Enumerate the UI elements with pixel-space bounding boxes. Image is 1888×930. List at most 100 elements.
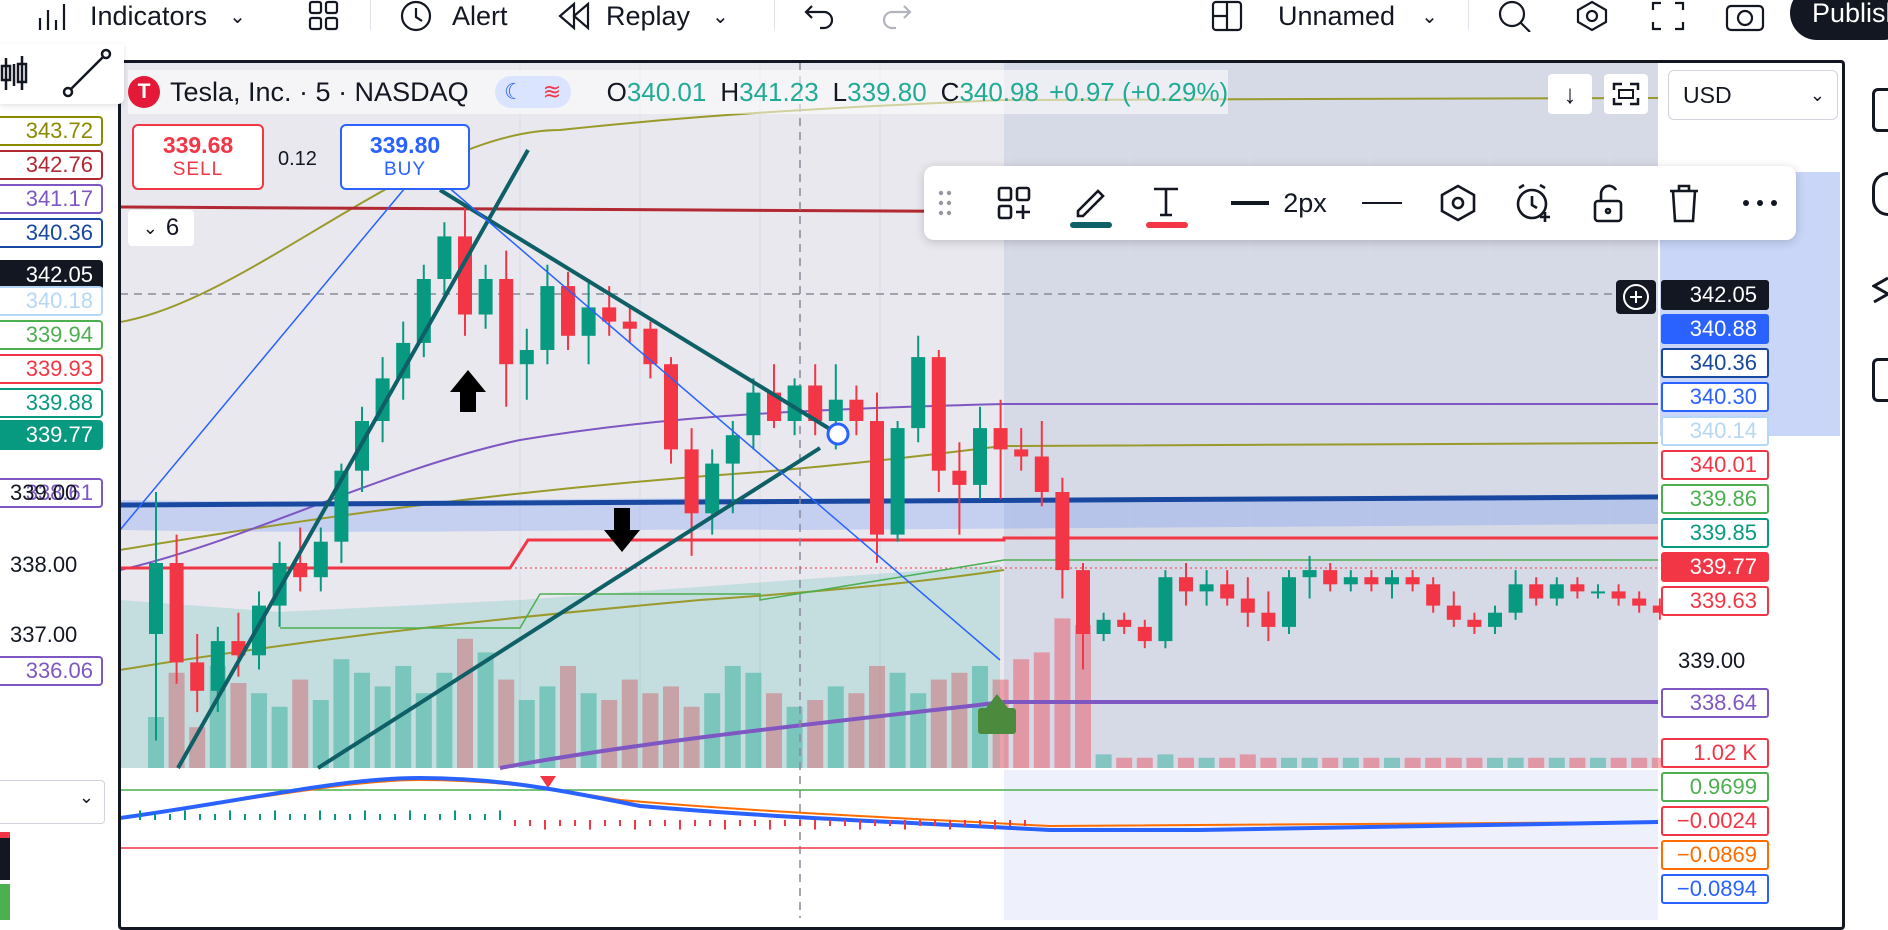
- volume-bar: [1301, 757, 1318, 768]
- ohlc-high-label: H: [720, 76, 740, 107]
- layers-glyph-icon: [1870, 276, 1888, 304]
- ohlc-low: L339.80: [833, 77, 927, 108]
- templates-button[interactable]: [306, 0, 342, 32]
- candle-body: [931, 357, 946, 471]
- line-style-button[interactable]: [1352, 166, 1412, 240]
- left-price-label: 339.00: [10, 480, 78, 505]
- delete-button[interactable]: [1656, 166, 1712, 240]
- candle-body: [1385, 577, 1399, 585]
- sell-label: SELL: [172, 159, 224, 180]
- volume-bar: [1075, 625, 1091, 768]
- template-add-icon[interactable]: [986, 166, 1042, 240]
- pencil-icon: [1076, 189, 1105, 218]
- symbol-title[interactable]: Tesla, Inc. · 5 · NASDAQ: [170, 76, 469, 107]
- candle-body: [911, 357, 926, 429]
- left-price-tag: 340.18: [0, 286, 103, 316]
- drag-handle-icon[interactable]: [930, 166, 960, 240]
- candle-body: [1508, 584, 1523, 613]
- buy-button[interactable]: 339.80 BUY: [340, 124, 470, 190]
- chevron-down-icon[interactable]: ⌄: [712, 5, 729, 28]
- volume-bar: [1569, 757, 1586, 768]
- candle-body: [1302, 570, 1317, 578]
- left-price-label: 337.00: [10, 622, 78, 647]
- pane-select[interactable]: ⌄: [0, 780, 105, 824]
- snapshot-button[interactable]: [1724, 0, 1766, 32]
- candle-body: [581, 307, 596, 336]
- indicator-count: 6: [165, 214, 180, 241]
- alerts-panel-icon[interactable]: [1872, 172, 1888, 216]
- volume-bar: [766, 693, 782, 768]
- left-price-tag: 340.36: [0, 218, 103, 248]
- undo-button[interactable]: [802, 0, 838, 32]
- indicators-button[interactable]: Indicators ⌄: [36, 0, 246, 32]
- waves-icon: ≋: [542, 79, 562, 104]
- ohlc-open: O340.01: [607, 77, 707, 108]
- notes-icon[interactable]: [1872, 358, 1888, 402]
- thin-trendline: [119, 169, 421, 531]
- volume-bar: [230, 683, 247, 768]
- volume-bar: [1445, 757, 1462, 768]
- candle-body: [478, 279, 493, 315]
- candle-body: [1446, 605, 1461, 620]
- candle-body: [210, 641, 225, 691]
- quick-search-button[interactable]: [1496, 0, 1536, 32]
- candle-body: [993, 428, 1008, 450]
- drag-dots-icon: [938, 190, 952, 216]
- candle-body: [1343, 577, 1358, 585]
- candle-body: [1261, 612, 1276, 627]
- volume-bar: [271, 706, 288, 768]
- navy-level-line: [119, 494, 1659, 508]
- volume-bar: [1116, 757, 1133, 768]
- line-width-label: 2px: [1283, 187, 1327, 218]
- volume-bar: [724, 666, 741, 768]
- add-alert-plus-button[interactable]: [1616, 280, 1656, 314]
- line-color-button[interactable]: [1062, 166, 1118, 240]
- osc-macd-line: [119, 775, 1659, 832]
- candles-icon[interactable]: [0, 52, 40, 96]
- candle-body: [499, 279, 514, 365]
- add-alert-button[interactable]: [1504, 166, 1564, 240]
- replay-button[interactable]: Replay ⌄: [556, 0, 729, 32]
- layout-button[interactable]: Unnamed ⌄: [1210, 0, 1438, 32]
- fullscreen-button[interactable]: [1650, 0, 1686, 32]
- chevron-down-icon: ⌄: [142, 217, 158, 238]
- volume-bar: [1590, 757, 1606, 768]
- sell-button[interactable]: 339.68 SELL: [132, 124, 264, 190]
- candle-body: [952, 470, 967, 485]
- left-price-label: 338.00: [10, 552, 78, 577]
- candle-body: [1323, 570, 1338, 585]
- volume-bar: [1466, 757, 1483, 768]
- volume-bar: [251, 693, 267, 768]
- layers-icon[interactable]: [1870, 272, 1888, 312]
- camera-icon: [1725, 4, 1765, 32]
- alert-button[interactable]: Alert: [398, 0, 508, 32]
- object-settings-button[interactable]: [1428, 166, 1488, 240]
- market-status-pill[interactable]: ☾ ≋: [494, 76, 571, 108]
- trendline-icon[interactable]: [62, 48, 112, 98]
- text-color-button[interactable]: [1138, 166, 1194, 240]
- right-price-tag: 338.64: [1661, 688, 1769, 718]
- chevron-down-icon[interactable]: ⌄: [1421, 5, 1438, 28]
- right-price-tag: −0.0869: [1661, 840, 1769, 870]
- volume-bar: [1404, 757, 1421, 768]
- indicators-collapse-toggle[interactable]: ⌄ 6: [128, 210, 194, 246]
- watchlist-icon[interactable]: [1872, 88, 1888, 132]
- publish-button[interactable]: Publish: [1790, 0, 1888, 40]
- undo-icon: [804, 5, 834, 30]
- candle-body: [1529, 584, 1544, 599]
- currency-select[interactable]: USD ⌄: [1668, 70, 1838, 120]
- candle-body: [1240, 598, 1255, 613]
- candle-body: [684, 449, 699, 514]
- redo-button[interactable]: [878, 0, 914, 32]
- scroll-to-latest-icon[interactable]: ↓: [1548, 74, 1592, 114]
- line-width-button[interactable]: 2px: [1216, 166, 1342, 240]
- lock-button[interactable]: [1580, 166, 1636, 240]
- symbol-legend[interactable]: T Tesla, Inc. · 5 · NASDAQ ☾ ≋ O340.01 H…: [128, 70, 1229, 114]
- candle-body: [705, 463, 720, 514]
- more-button[interactable]: [1732, 166, 1788, 240]
- settings-button[interactable]: [1572, 0, 1612, 32]
- volume-bar: [1651, 757, 1668, 768]
- chart-maximize-button[interactable]: [1604, 74, 1648, 114]
- volume-bar: [889, 672, 906, 768]
- chevron-down-icon[interactable]: ⌄: [229, 5, 246, 28]
